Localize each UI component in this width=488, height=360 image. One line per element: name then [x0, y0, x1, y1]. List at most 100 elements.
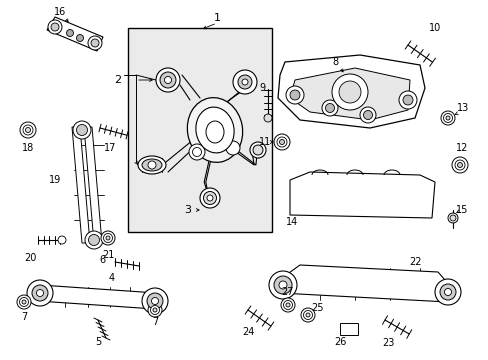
Text: 7: 7 — [152, 317, 158, 327]
Circle shape — [192, 148, 201, 157]
Text: 2: 2 — [114, 75, 122, 85]
Text: 24: 24 — [242, 327, 254, 337]
Bar — [339, 323, 357, 335]
Circle shape — [160, 72, 176, 88]
Circle shape — [150, 306, 159, 315]
Ellipse shape — [142, 159, 162, 171]
Circle shape — [439, 284, 455, 300]
Text: 21: 21 — [102, 250, 114, 260]
Circle shape — [279, 139, 284, 144]
Circle shape — [20, 122, 36, 138]
Text: 12: 12 — [455, 143, 467, 153]
Circle shape — [32, 285, 48, 301]
Circle shape — [37, 289, 43, 297]
Circle shape — [164, 77, 171, 84]
Circle shape — [285, 86, 304, 104]
Text: 15: 15 — [455, 205, 467, 215]
Circle shape — [225, 141, 240, 155]
Text: 18: 18 — [22, 143, 34, 153]
Polygon shape — [278, 55, 424, 128]
Text: 26: 26 — [333, 337, 346, 347]
Text: 27: 27 — [281, 287, 294, 297]
Bar — [128, 28, 271, 232]
Circle shape — [76, 35, 83, 41]
Circle shape — [88, 234, 99, 246]
Circle shape — [151, 297, 158, 305]
Circle shape — [101, 231, 115, 245]
Circle shape — [331, 74, 367, 110]
Circle shape — [148, 303, 162, 317]
Circle shape — [283, 301, 292, 310]
Circle shape — [281, 298, 294, 312]
Circle shape — [402, 95, 412, 105]
Circle shape — [51, 23, 59, 31]
Circle shape — [454, 160, 464, 170]
Text: 13: 13 — [456, 103, 468, 113]
Text: 9: 9 — [259, 83, 264, 93]
Circle shape — [232, 70, 257, 94]
Circle shape — [398, 91, 416, 109]
Circle shape — [303, 310, 312, 320]
Text: 3: 3 — [184, 205, 191, 215]
Circle shape — [440, 111, 454, 125]
Polygon shape — [38, 285, 157, 309]
Circle shape — [305, 313, 309, 317]
Circle shape — [48, 20, 62, 34]
Circle shape — [444, 288, 450, 296]
Circle shape — [338, 81, 360, 103]
Text: 23: 23 — [381, 338, 393, 348]
Text: 4: 4 — [109, 273, 115, 283]
Circle shape — [153, 308, 157, 312]
Circle shape — [73, 121, 91, 139]
Text: 17: 17 — [103, 143, 116, 153]
Circle shape — [325, 104, 334, 112]
Circle shape — [27, 280, 53, 306]
Circle shape — [58, 236, 66, 244]
Circle shape — [451, 157, 467, 173]
Polygon shape — [289, 68, 409, 120]
Circle shape — [285, 303, 289, 307]
Circle shape — [20, 297, 28, 306]
Ellipse shape — [187, 98, 242, 162]
Circle shape — [242, 79, 247, 85]
Text: 1: 1 — [213, 13, 220, 23]
Circle shape — [23, 125, 33, 135]
Text: 7: 7 — [21, 312, 27, 322]
Text: 20: 20 — [24, 253, 36, 263]
Circle shape — [88, 36, 102, 50]
Ellipse shape — [196, 107, 234, 153]
Circle shape — [321, 100, 337, 116]
Circle shape — [17, 295, 31, 309]
Circle shape — [200, 188, 220, 208]
Circle shape — [276, 137, 286, 147]
Circle shape — [85, 231, 103, 249]
Circle shape — [268, 271, 296, 299]
Circle shape — [142, 288, 168, 314]
Circle shape — [445, 116, 449, 120]
Circle shape — [25, 127, 30, 132]
Circle shape — [147, 293, 163, 309]
Circle shape — [189, 144, 204, 160]
Circle shape — [238, 75, 251, 89]
Circle shape — [148, 161, 156, 169]
Text: 6: 6 — [99, 255, 105, 265]
Ellipse shape — [205, 121, 224, 143]
Circle shape — [252, 145, 263, 155]
Circle shape — [443, 113, 451, 122]
Circle shape — [103, 234, 112, 243]
Text: 16: 16 — [54, 7, 66, 17]
Circle shape — [434, 279, 460, 305]
Text: 19: 19 — [49, 175, 61, 185]
Text: 11: 11 — [258, 137, 270, 147]
Text: 10: 10 — [428, 23, 440, 33]
Polygon shape — [47, 17, 103, 51]
Polygon shape — [84, 127, 102, 243]
Circle shape — [301, 308, 314, 322]
Circle shape — [156, 68, 180, 92]
Polygon shape — [289, 172, 434, 218]
Circle shape — [363, 111, 372, 120]
Circle shape — [359, 107, 375, 123]
Circle shape — [449, 215, 455, 221]
Circle shape — [91, 39, 99, 47]
Circle shape — [273, 134, 289, 150]
